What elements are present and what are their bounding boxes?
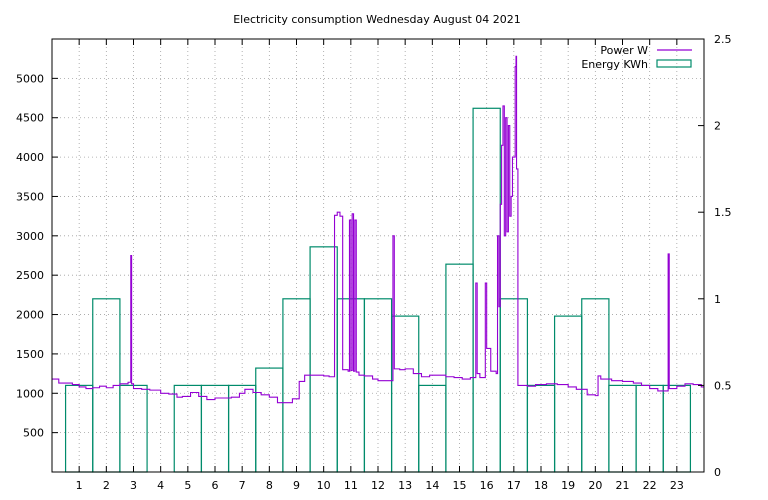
energy-bar <box>282 298 311 473</box>
x-tick-label: 19 <box>561 479 575 492</box>
y-tick-label-left: 2000 <box>16 309 44 322</box>
x-tick-label: 22 <box>643 479 657 492</box>
x-tick-label: 13 <box>398 479 412 492</box>
legend-energy-label: Energy KWh <box>581 58 648 71</box>
x-tick-label: 17 <box>507 479 521 492</box>
legend: Power W Energy KWh <box>581 44 692 71</box>
x-tick-label: 16 <box>480 479 494 492</box>
x-tick-label: 10 <box>317 479 331 492</box>
x-tick-label: 15 <box>453 479 467 492</box>
y-tick-label-right: 1.5 <box>714 206 732 219</box>
x-tick-label: 4 <box>157 479 164 492</box>
x-tick-label: 6 <box>212 479 219 492</box>
power-line <box>52 55 704 404</box>
x-tick-label: 5 <box>184 479 191 492</box>
x-tick-label: 14 <box>425 479 439 492</box>
chart-title: Electricity consumption Wednesday August… <box>233 13 521 26</box>
energy-bar <box>363 298 393 473</box>
y-tick-label-left: 500 <box>23 427 44 440</box>
energy-bar <box>581 298 610 473</box>
x-tick-label: 7 <box>239 479 246 492</box>
legend-power-label: Power W <box>600 44 648 57</box>
x-tick-label: 18 <box>534 479 548 492</box>
y-tick-label-left: 4500 <box>16 112 44 125</box>
y-tick-label-right: 0 <box>714 466 721 479</box>
y-tick-label-left: 2500 <box>16 269 44 282</box>
y-tick-label-left: 3000 <box>16 230 44 243</box>
x-tick-label: 20 <box>588 479 602 492</box>
x-tick-label: 21 <box>616 479 630 492</box>
energy-bars <box>64 107 692 473</box>
x-tick-label: 8 <box>266 479 273 492</box>
y-tick-label-left: 1000 <box>16 387 44 400</box>
power-line-group <box>52 55 704 404</box>
x-tick-label: 12 <box>371 479 385 492</box>
y-tick-label-left: 3500 <box>16 190 44 203</box>
y-tick-label-right: 1 <box>714 293 721 306</box>
x-tick-label: 23 <box>670 479 684 492</box>
x-tick-label: 3 <box>130 479 137 492</box>
x-tick-label: 2 <box>103 479 110 492</box>
grid <box>52 39 704 472</box>
x-tick-label: 1 <box>76 479 83 492</box>
axis-ticks: 1 2 3 4 5 6 7 8 9 10 11 12 13 14 15 16 17 18 19 20 21 22 23500… <box>16 33 732 492</box>
y-tick-label-left: 4000 <box>16 151 44 164</box>
x-tick-label: 9 <box>293 479 300 492</box>
y-tick-label-right: 0.5 <box>714 379 732 392</box>
y-tick-label-right: 2 <box>714 120 721 133</box>
y-tick-label-left: 5000 <box>16 72 44 85</box>
legend-energy-swatch <box>656 59 692 68</box>
y-tick-label-left: 1500 <box>16 348 44 361</box>
x-tick-label: 11 <box>344 479 358 492</box>
y-tick-label-right: 2.5 <box>714 33 732 46</box>
